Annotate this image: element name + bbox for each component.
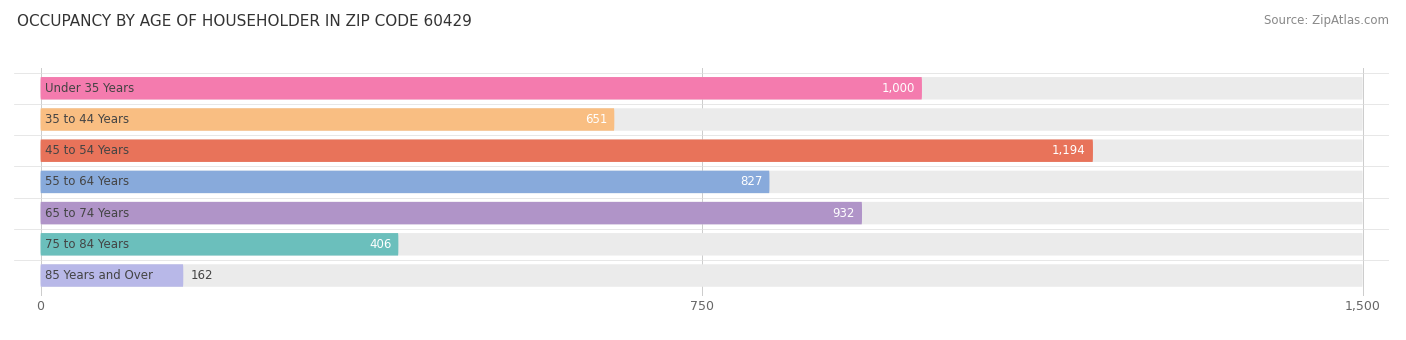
Text: 1,000: 1,000 [882, 82, 915, 95]
FancyBboxPatch shape [41, 171, 769, 193]
Text: 85 Years and Over: 85 Years and Over [45, 269, 153, 282]
Text: 1,194: 1,194 [1052, 144, 1085, 157]
FancyBboxPatch shape [41, 108, 1362, 131]
Text: 406: 406 [368, 238, 391, 251]
FancyBboxPatch shape [41, 202, 862, 224]
Text: 651: 651 [585, 113, 607, 126]
FancyBboxPatch shape [41, 264, 183, 287]
Text: 35 to 44 Years: 35 to 44 Years [45, 113, 129, 126]
FancyBboxPatch shape [41, 264, 1362, 287]
FancyBboxPatch shape [41, 139, 1362, 162]
FancyBboxPatch shape [41, 233, 1362, 256]
Text: 162: 162 [190, 269, 212, 282]
FancyBboxPatch shape [41, 108, 614, 131]
Text: Under 35 Years: Under 35 Years [45, 82, 134, 95]
FancyBboxPatch shape [41, 77, 922, 100]
FancyBboxPatch shape [41, 171, 1362, 193]
Text: 75 to 84 Years: 75 to 84 Years [45, 238, 129, 251]
Text: Source: ZipAtlas.com: Source: ZipAtlas.com [1264, 14, 1389, 27]
FancyBboxPatch shape [41, 233, 398, 256]
Text: 65 to 74 Years: 65 to 74 Years [45, 207, 129, 220]
Text: OCCUPANCY BY AGE OF HOUSEHOLDER IN ZIP CODE 60429: OCCUPANCY BY AGE OF HOUSEHOLDER IN ZIP C… [17, 14, 472, 29]
FancyBboxPatch shape [41, 202, 1362, 224]
Text: 932: 932 [832, 207, 855, 220]
FancyBboxPatch shape [41, 139, 1092, 162]
Text: 827: 827 [740, 175, 762, 188]
Text: 55 to 64 Years: 55 to 64 Years [45, 175, 129, 188]
FancyBboxPatch shape [41, 77, 1362, 100]
Text: 45 to 54 Years: 45 to 54 Years [45, 144, 129, 157]
